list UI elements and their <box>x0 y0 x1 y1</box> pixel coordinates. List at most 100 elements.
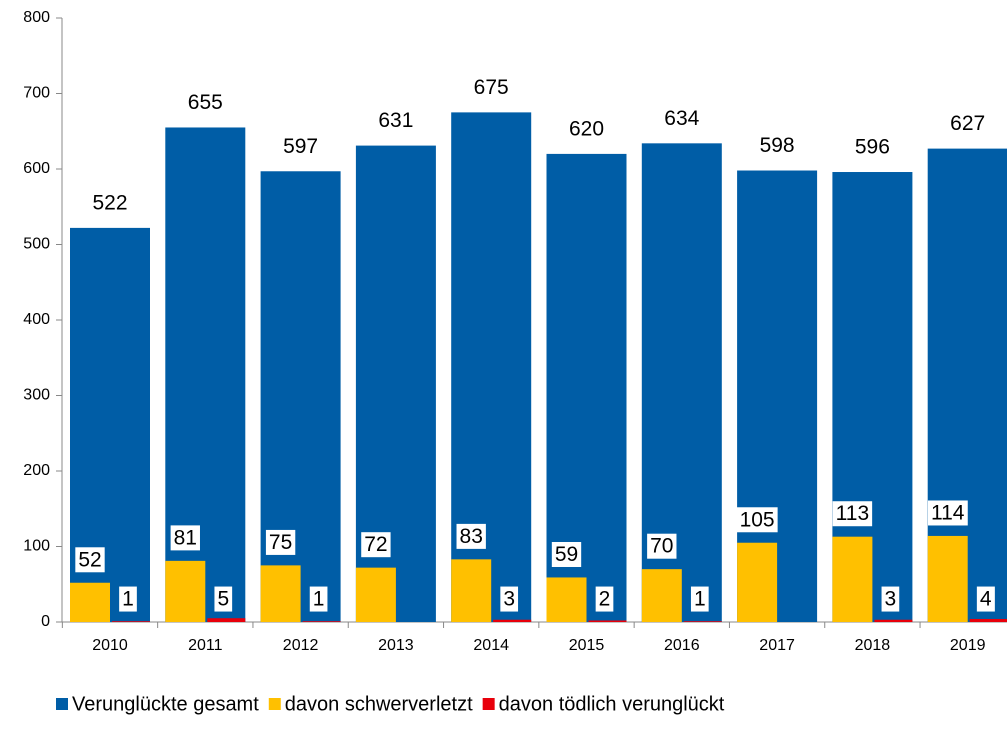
data-label: 634 <box>664 107 699 130</box>
bar <box>165 560 206 622</box>
data-label: 1 <box>122 588 134 611</box>
x-tick-label: 2014 <box>473 637 509 654</box>
data-label-box <box>551 542 582 568</box>
data-label-box <box>265 529 296 555</box>
bar <box>355 567 396 622</box>
data-label-box <box>661 105 703 131</box>
legend-swatch <box>268 698 281 710</box>
bar <box>927 535 968 622</box>
data-label-box <box>184 90 226 116</box>
legend-swatch <box>56 698 68 710</box>
bar <box>207 618 246 622</box>
bar <box>260 565 301 622</box>
data-label: 72 <box>364 533 387 556</box>
data-label-box <box>309 586 328 612</box>
data-label-box <box>976 586 995 612</box>
bar <box>969 618 1007 622</box>
data-label-box <box>89 190 131 216</box>
data-label-box <box>647 533 677 559</box>
data-label-box <box>75 547 105 573</box>
x-tick-label: 2018 <box>855 637 891 654</box>
data-label: 5 <box>217 588 229 611</box>
bar <box>683 621 722 622</box>
data-label-box <box>595 586 614 612</box>
data-label-box <box>375 108 417 134</box>
x-tick-label: 2017 <box>759 637 795 654</box>
bar <box>832 536 873 622</box>
bar <box>874 619 913 622</box>
y-tick-label: 100 <box>23 538 50 555</box>
data-label-box <box>927 500 968 526</box>
data-label: 83 <box>460 525 483 548</box>
data-label: 675 <box>474 76 509 99</box>
data-label: 59 <box>555 543 578 566</box>
y-tick-label: 700 <box>23 85 50 102</box>
data-label-box <box>881 586 900 612</box>
data-label: 105 <box>740 508 775 531</box>
data-label: 627 <box>950 112 985 135</box>
data-label: 522 <box>92 191 127 214</box>
data-label: 620 <box>569 117 604 140</box>
y-tick-label: 300 <box>23 387 50 404</box>
bar <box>112 621 150 622</box>
data-label: 3 <box>503 588 515 611</box>
data-label: 81 <box>174 526 197 549</box>
data-label-box <box>500 586 519 612</box>
legend-label: davon tödlich verunglückt <box>499 693 725 715</box>
data-label-box <box>214 586 233 612</box>
data-label-box <box>170 525 200 551</box>
x-tick-label: 2010 <box>92 637 128 654</box>
x-tick-label: 2011 <box>188 637 223 654</box>
bar <box>546 577 587 622</box>
data-label: 1 <box>694 588 706 611</box>
x-tick-label: 2012 <box>283 637 319 654</box>
data-label: 113 <box>836 502 869 525</box>
data-label-box <box>832 501 873 527</box>
data-label: 597 <box>283 135 318 158</box>
legend-label: Verunglückte gesamt <box>72 693 259 715</box>
bar <box>302 621 341 622</box>
data-label-box <box>361 532 391 558</box>
data-label-box <box>565 116 608 142</box>
data-label-box <box>851 134 893 160</box>
data-label: 2 <box>599 588 611 611</box>
y-tick-label: 800 <box>23 9 50 26</box>
x-tick-label: 2015 <box>569 637 605 654</box>
x-tick-label: 2019 <box>950 637 986 654</box>
data-label-box <box>456 523 486 549</box>
y-tick-label: 0 <box>41 613 50 630</box>
data-label-box <box>736 507 778 533</box>
legend-label: davon schwerverletzt <box>285 693 473 715</box>
data-label: 596 <box>855 136 890 159</box>
data-label: 631 <box>378 109 413 132</box>
data-label-box <box>690 586 709 612</box>
y-tick-label: 400 <box>23 311 50 328</box>
bar <box>737 542 778 622</box>
x-tick-label: 2013 <box>378 637 414 654</box>
bar <box>451 559 492 622</box>
bar <box>70 582 110 622</box>
y-tick-label: 200 <box>23 462 50 479</box>
bar <box>641 569 682 622</box>
y-tick-label: 600 <box>23 160 50 177</box>
data-label-box <box>947 111 989 137</box>
bar <box>493 619 532 622</box>
data-label: 70 <box>650 535 673 558</box>
data-label-box <box>470 74 512 100</box>
data-label: 52 <box>78 548 101 571</box>
data-label: 114 <box>931 501 965 524</box>
data-label: 75 <box>269 531 292 554</box>
data-label: 655 <box>188 91 223 114</box>
legend-swatch <box>482 698 495 710</box>
data-label-box <box>756 133 798 159</box>
data-label: 598 <box>760 134 795 157</box>
data-label-box <box>119 586 137 612</box>
bar <box>588 620 627 622</box>
data-label: 3 <box>885 588 897 611</box>
x-tick-label: 2016 <box>664 637 700 654</box>
data-label: 1 <box>313 588 325 611</box>
y-tick-label: 500 <box>23 236 50 253</box>
data-label-box <box>280 133 322 159</box>
data-label: 4 <box>980 588 992 611</box>
